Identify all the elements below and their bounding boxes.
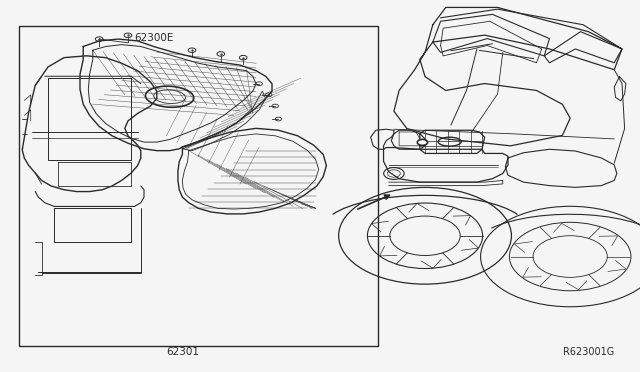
Text: 62301: 62301 — [166, 347, 199, 356]
Text: 62300E: 62300E — [134, 33, 174, 43]
Bar — [19, 26, 378, 346]
Circle shape — [417, 140, 428, 145]
Text: R623001G: R623001G — [563, 347, 614, 356]
